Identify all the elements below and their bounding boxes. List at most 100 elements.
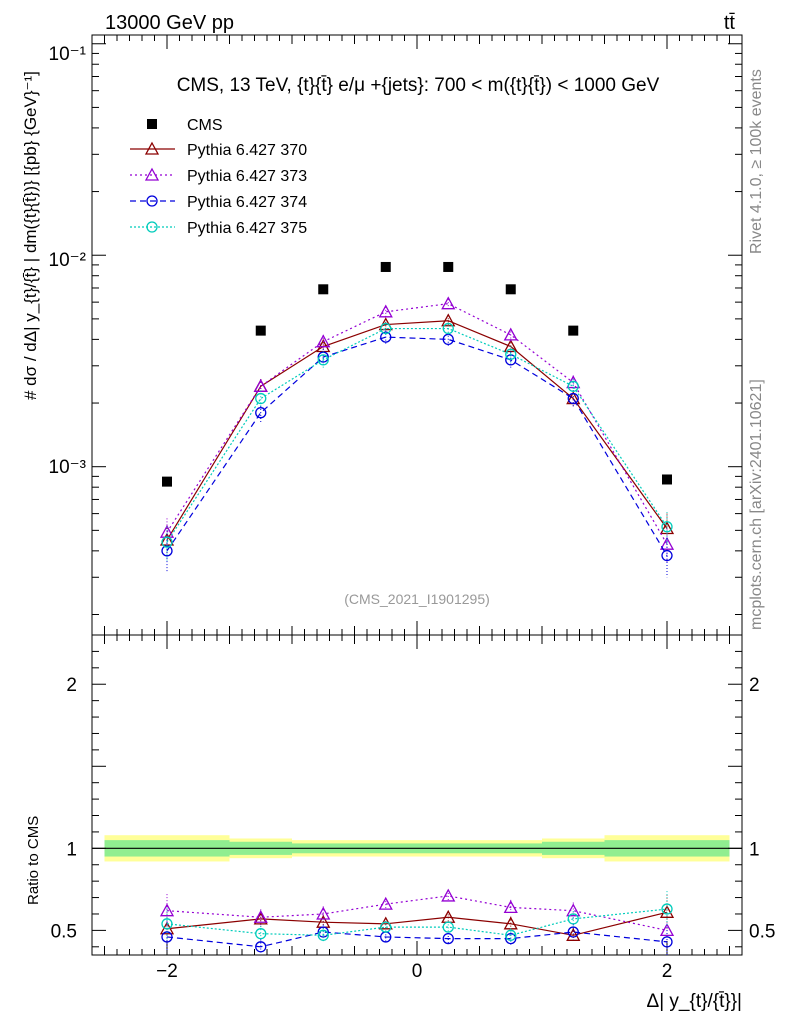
y-axis-label: # dσ / dΔ| y_{t}/{t̄} | dm({t}{t̄})} [{p… <box>21 71 40 400</box>
data-point-p375 <box>380 322 392 335</box>
legend-entry-375: Pythia 6.427 375 <box>130 220 307 237</box>
ratio-tick-label-right: 0.5 <box>749 921 775 942</box>
legend-marker-375 <box>146 221 158 233</box>
y-tick-label: 10⁻¹ <box>49 44 87 65</box>
y-tick-label: 10⁻² <box>49 250 87 271</box>
ratio-point-p374 <box>567 926 579 938</box>
series-line-p374 <box>166 336 668 556</box>
data-point-p373 <box>378 304 393 318</box>
data-point-p373 <box>503 327 518 341</box>
ratio-tick-label: 2 <box>66 675 77 696</box>
series-line-p370 <box>166 320 668 541</box>
data-point-data <box>162 476 172 487</box>
ratio-point-p370 <box>566 927 581 941</box>
x-tick-label: 2 <box>662 961 673 982</box>
ratio-point-p375 <box>661 903 673 915</box>
analysis-watermark: (CMS_2021_I1901295) <box>344 591 490 607</box>
ratio-point-p374 <box>505 932 517 945</box>
rivet-version-label: Rivet 4.1.0, ≥ 100k events <box>748 69 765 254</box>
ratio-point-p370 <box>659 904 675 918</box>
ratio-tick-label-right: 2 <box>749 675 760 696</box>
ratio-point-p373 <box>316 906 331 920</box>
ratio-tick-label: 1 <box>66 839 77 860</box>
legend-label-cms: CMS <box>187 117 223 134</box>
y-tick-label: 10⁻³ <box>49 457 87 478</box>
data-point-p375 <box>505 348 517 360</box>
data-point-p373 <box>316 334 331 348</box>
data-point-p375 <box>317 354 329 366</box>
x-tick-label: −2 <box>156 961 178 982</box>
x-axis-label: Δ| y_{t}/{t̄}}| <box>647 991 742 1012</box>
legend-marker-370 <box>144 141 160 155</box>
mcplots-label: mcplots.cern.ch [arXiv:2401.10621] <box>748 379 765 630</box>
legend-entry-370: Pythia 6.427 370 <box>130 141 307 159</box>
ratio-series-p373 <box>159 888 675 946</box>
data-point-p375 <box>255 392 267 405</box>
legend-entry-374: Pythia 6.427 374 <box>130 194 307 211</box>
ratio-point-p375 <box>255 928 267 940</box>
data-point-p375 <box>442 322 454 335</box>
ratio-point-p375 <box>380 921 392 933</box>
legend-label-373: Pythia 6.427 373 <box>187 168 307 185</box>
ratio-point-p375 <box>161 918 173 930</box>
data-point-p374 <box>442 333 454 346</box>
data-point-p374 <box>567 392 579 405</box>
ratio-point-p373 <box>659 923 675 937</box>
legend: CMS Pythia 6.427 370 Pythia 6.427 373 Py… <box>130 117 307 237</box>
ratio-line-p375 <box>166 908 668 936</box>
ratio-point-p375 <box>317 929 329 941</box>
legend-marker-373 <box>144 167 160 181</box>
ratio-point-p373 <box>159 903 175 917</box>
ratio-point-p374 <box>317 926 329 938</box>
ratio-point-p373 <box>378 896 393 910</box>
ratio-point-p375 <box>505 929 517 941</box>
ratio-line-p373 <box>166 895 668 931</box>
ratio-point-p374 <box>255 941 267 953</box>
legend-entry-cms: CMS <box>147 117 223 134</box>
legend-entry-373: Pythia 6.427 373 <box>130 167 307 185</box>
legend-marker-cms <box>147 119 157 129</box>
data-point-data <box>380 261 391 272</box>
legend-label-370: Pythia 6.427 370 <box>187 142 307 159</box>
ratio-point-p374 <box>442 932 454 945</box>
series-p375 <box>161 322 673 561</box>
data-point-p373 <box>659 536 675 550</box>
series-line-p375 <box>166 327 668 543</box>
ratio-tick-label: 0.5 <box>51 921 77 942</box>
chart-title: CMS, 13 TeV, {t}{t̄} e/μ +{jets}: 700 < … <box>177 75 660 96</box>
ratio-tick-label-right: 1 <box>749 839 760 860</box>
legend-marker-374 <box>146 195 158 207</box>
data-point-data <box>443 261 454 272</box>
ratio-point-p370 <box>253 911 268 925</box>
data-point-p375 <box>567 380 579 392</box>
data-point-p374 <box>255 407 267 419</box>
legend-label-375: Pythia 6.427 375 <box>187 220 307 237</box>
data-point-data <box>662 474 672 485</box>
data-point-p373 <box>441 296 456 310</box>
ratio-point-p373 <box>253 909 268 923</box>
ratio-point-p373 <box>503 900 518 914</box>
ratio-line-p370 <box>166 911 668 936</box>
ratio-point-p373 <box>566 903 581 917</box>
data-point-data <box>505 284 516 295</box>
energy-label: 13000 GeV pp <box>105 12 234 34</box>
data-point-p375 <box>661 521 673 533</box>
series-line-p373 <box>166 303 668 545</box>
series-p374 <box>161 330 673 578</box>
data-point-data <box>568 325 579 336</box>
ratio-y-axis-label: Ratio to CMS <box>25 816 42 905</box>
data-point-p373 <box>253 378 268 392</box>
data-point-p374 <box>661 549 673 562</box>
series-data <box>162 261 672 487</box>
ratio-point-p374 <box>661 936 673 948</box>
legend-label-374: Pythia 6.427 374 <box>187 194 307 211</box>
ratio-line-p374 <box>166 931 668 948</box>
ratio-point-p375 <box>442 921 454 933</box>
ratio-series-p375 <box>161 891 673 943</box>
ratio-series-p370 <box>159 894 675 944</box>
ratio-point-p373 <box>441 888 456 902</box>
data-point-data <box>318 284 329 295</box>
data-point-p370 <box>503 339 518 353</box>
ratio-point-p375 <box>567 913 579 925</box>
